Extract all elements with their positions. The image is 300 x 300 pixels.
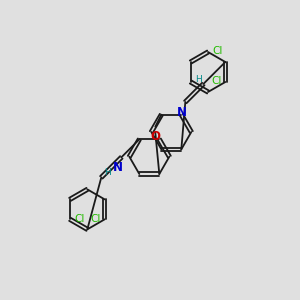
Text: Cl: Cl (212, 46, 222, 56)
Text: Cl: Cl (74, 214, 84, 224)
Text: Cl: Cl (211, 76, 221, 86)
Text: N: N (113, 161, 123, 174)
Text: N: N (177, 106, 187, 119)
Text: O: O (150, 130, 160, 143)
Text: Cl: Cl (90, 214, 100, 224)
Text: H: H (104, 168, 111, 177)
Text: H: H (195, 74, 202, 83)
